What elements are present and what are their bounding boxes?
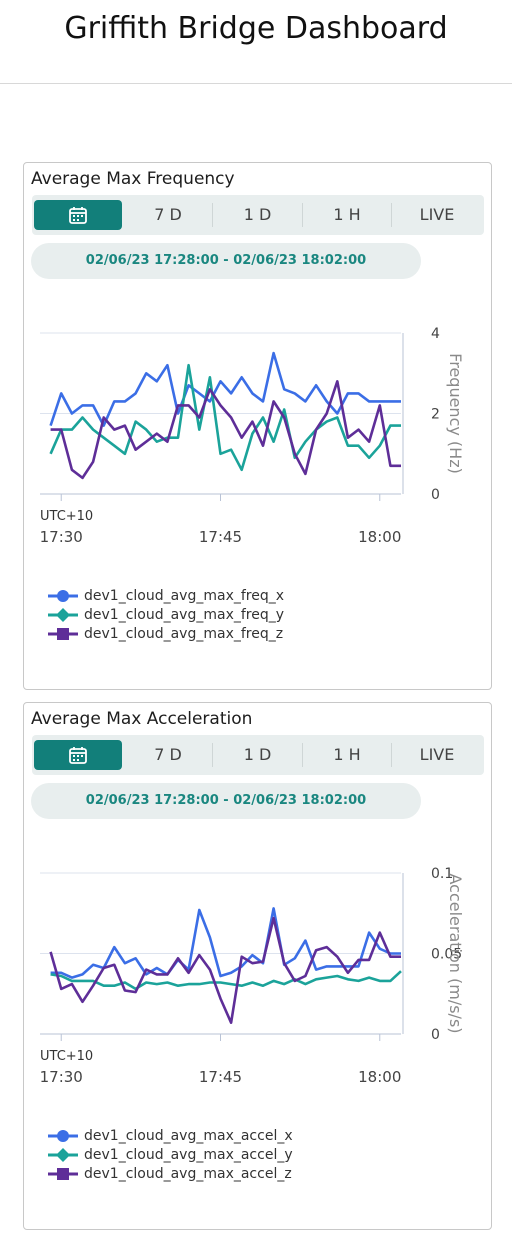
circle-marker-icon bbox=[48, 590, 78, 602]
series-line-3 bbox=[49, 916, 401, 1024]
frequency-card: Average Max Frequency 7 D 1 D 1 H LIVE 0… bbox=[23, 162, 492, 690]
tab-live[interactable]: LIVE bbox=[419, 745, 455, 764]
card-title: Average Max Frequency bbox=[31, 169, 235, 189]
tab-1h[interactable]: 1 H bbox=[333, 745, 361, 764]
y-tick-label: 0 bbox=[431, 487, 440, 503]
tab-7d[interactable]: 7 D bbox=[154, 205, 182, 224]
page-title: Griffith Bridge Dashboard bbox=[64, 11, 448, 46]
circle-marker-icon bbox=[48, 1130, 78, 1142]
series-line-3 bbox=[50, 380, 401, 480]
series-line-1 bbox=[49, 351, 401, 427]
x-tick-label: 17:30 bbox=[40, 528, 83, 546]
x-tick-label: 17:45 bbox=[199, 1068, 242, 1086]
legend-label: dev1_cloud_avg_max_accel_y bbox=[84, 1147, 293, 1163]
tab-calendar[interactable] bbox=[34, 740, 122, 770]
series-line-2 bbox=[50, 970, 402, 991]
square-marker-icon bbox=[48, 628, 78, 640]
tab-separator bbox=[391, 743, 392, 767]
x-tick-label: 18:00 bbox=[358, 1068, 401, 1086]
y-tick-label: 0 bbox=[431, 1027, 440, 1043]
calendar-icon bbox=[69, 207, 87, 224]
tab-1d[interactable]: 1 D bbox=[243, 745, 272, 764]
tab-separator bbox=[212, 203, 213, 227]
title-divider bbox=[0, 83, 512, 84]
tab-separator bbox=[302, 203, 303, 227]
x-tick-label: 17:45 bbox=[199, 528, 242, 546]
tab-1h[interactable]: 1 H bbox=[333, 205, 361, 224]
tab-1d[interactable]: 1 D bbox=[243, 205, 272, 224]
legend-label: dev1_cloud_avg_max_accel_x bbox=[84, 1128, 293, 1144]
x-tick-label: 18:00 bbox=[358, 528, 401, 546]
legend-label: dev1_cloud_avg_max_freq_x bbox=[84, 588, 285, 604]
time-range-tabbar: 7 D 1 D 1 H LIVE bbox=[32, 735, 484, 775]
diamond-marker-icon bbox=[48, 1148, 78, 1162]
legend-label: dev1_cloud_avg_max_freq_z bbox=[84, 626, 284, 642]
tab-calendar[interactable] bbox=[34, 200, 122, 230]
legend-label: dev1_cloud_avg_max_accel_z bbox=[84, 1166, 292, 1182]
y-tick-label: 4 bbox=[431, 326, 440, 342]
tab-separator bbox=[391, 203, 392, 227]
legend-label: dev1_cloud_avg_max_freq_y bbox=[84, 607, 285, 623]
tab-separator bbox=[302, 743, 303, 767]
card-title: Average Max Acceleration bbox=[31, 709, 253, 729]
tab-live[interactable]: LIVE bbox=[419, 205, 455, 224]
y-axis-label: Frequency (Hz) bbox=[446, 353, 465, 474]
date-range-pill[interactable]: 02/06/23 17:28:00 - 02/06/23 18:02:00 bbox=[31, 783, 421, 819]
timezone-label: UTC+10 bbox=[40, 1049, 93, 1064]
time-range-tabbar: 7 D 1 D 1 H LIVE bbox=[32, 195, 484, 235]
y-axis-label: Acceleration (m/s/s) bbox=[446, 873, 465, 1033]
y-tick-label: 0.1 bbox=[431, 866, 453, 882]
frequency-chart: 4 2 0 17:30 17:45 18:00 UTC+10 Frequency (Hz) bbox=[40, 326, 465, 546]
series-line-2 bbox=[49, 363, 401, 472]
tab-separator bbox=[212, 743, 213, 767]
square-marker-icon bbox=[48, 1168, 78, 1180]
y-tick-label: 2 bbox=[431, 407, 440, 423]
acceleration-chart: 0.1 0.05 0 17:30 17:45 18:00 UTC+10 Acceleratio… bbox=[40, 866, 465, 1086]
x-tick-label: 17:30 bbox=[40, 1068, 83, 1086]
diamond-marker-icon bbox=[48, 608, 78, 622]
timezone-label: UTC+10 bbox=[40, 509, 93, 524]
y-tick-label: 0.05 bbox=[431, 947, 462, 963]
tab-7d[interactable]: 7 D bbox=[154, 745, 182, 764]
acceleration-card: Average Max Acceleration 7 D 1 D 1 H LIV… bbox=[23, 702, 492, 1230]
calendar-icon bbox=[69, 747, 87, 764]
date-range-pill[interactable]: 02/06/23 17:28:00 - 02/06/23 18:02:00 bbox=[31, 243, 421, 279]
